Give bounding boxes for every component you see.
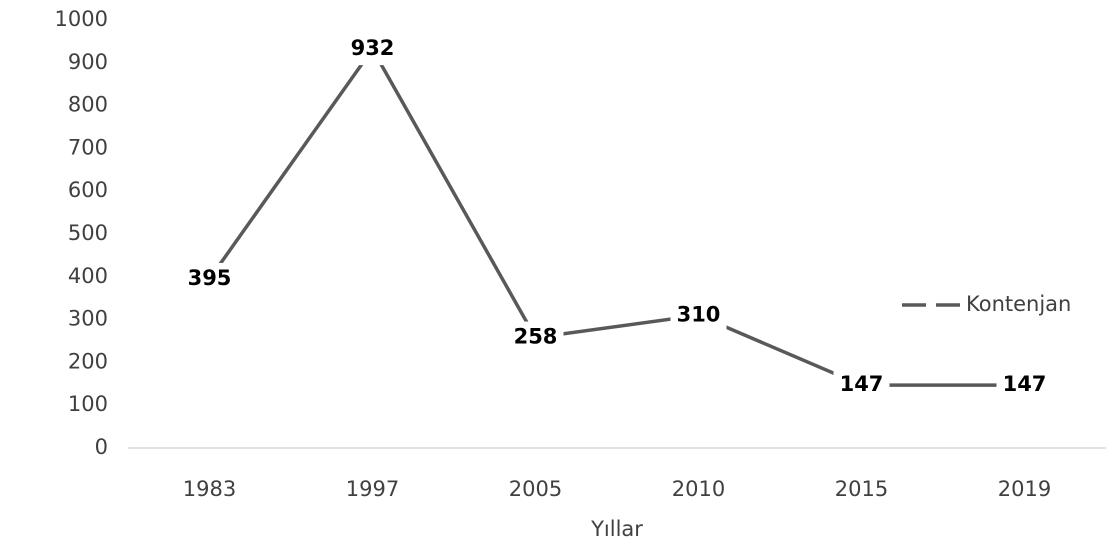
y-tick-label: 0	[95, 435, 108, 459]
label-bg	[996, 369, 1053, 402]
x-tick-label: 2005	[509, 477, 562, 501]
y-tick-label: 600	[68, 178, 108, 202]
x-axis-label: Yıllar	[590, 517, 643, 541]
label-bg	[833, 369, 890, 402]
data-label: 310	[677, 302, 721, 326]
label-bg	[181, 262, 238, 295]
y-tick-label: 300	[68, 307, 108, 331]
y-tick-label: 500	[68, 221, 108, 245]
y-tick-label: 100	[68, 392, 108, 416]
x-tick-label: 1983	[183, 477, 236, 501]
data-label: 395	[188, 266, 232, 290]
line	[208, 45, 1025, 387]
y-tick-label: 1000	[55, 7, 108, 31]
x-tick-label: 1997	[346, 477, 399, 501]
y-tick-label: 900	[68, 50, 108, 74]
data-label: 932	[351, 36, 395, 60]
label-bg	[670, 299, 727, 332]
data-label: 147	[1003, 372, 1047, 396]
x-tick-label: 2010	[672, 477, 725, 501]
y-tick-label: 400	[68, 264, 108, 288]
label-bg	[344, 33, 401, 66]
y-tick-label: 200	[68, 349, 108, 373]
y-tick-label: 700	[68, 135, 108, 159]
legend-label: Kontenjan	[966, 292, 1071, 316]
label-bg	[507, 321, 564, 354]
x-tick-label: 2015	[835, 477, 888, 501]
y-tick-label: 800	[68, 93, 108, 117]
data-label: 258	[514, 325, 558, 349]
x-tick-label: 2019	[998, 477, 1051, 501]
data-label: 147	[840, 372, 884, 396]
